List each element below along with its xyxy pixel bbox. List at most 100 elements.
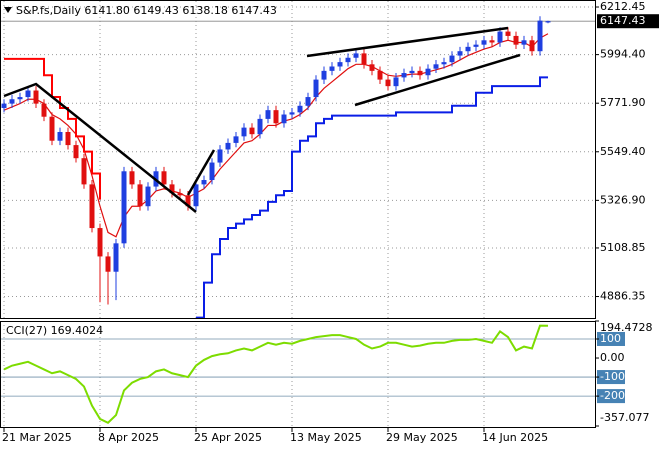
candle-body <box>393 77 399 87</box>
candle-body <box>473 44 479 47</box>
menu-icon <box>4 7 12 13</box>
candle-body <box>521 40 527 45</box>
candle-body <box>433 64 439 69</box>
candle-body <box>89 184 95 229</box>
candle-body <box>353 53 359 58</box>
main-frame <box>0 0 596 319</box>
candle-body <box>241 127 247 137</box>
candle-body <box>529 40 535 52</box>
candle-body <box>81 158 87 185</box>
candle-body <box>17 97 23 100</box>
x-tick-label: 29 May 2025 <box>386 431 458 444</box>
trend-line <box>306 26 509 58</box>
candle-body <box>73 145 79 159</box>
y-tick-label: 4886.35 <box>600 290 646 303</box>
trend-lines <box>3 26 521 213</box>
indicator-line <box>3 324 549 424</box>
candle-body <box>201 180 207 185</box>
x-tick-label: 21 Mar 2025 <box>2 431 72 444</box>
candle-body <box>425 68 431 76</box>
candle-body <box>361 53 367 65</box>
plot-layer <box>0 1 595 426</box>
candle-body <box>449 55 455 63</box>
y-tick-label: 5108.85 <box>600 241 646 254</box>
candle-body <box>49 116 55 141</box>
candle-body <box>369 64 375 71</box>
candle-body <box>33 90 39 104</box>
trend-line <box>3 82 197 213</box>
candle-body <box>57 131 63 141</box>
x-tick-label: 8 Apr 2025 <box>98 431 159 444</box>
candle-body <box>25 90 31 98</box>
level-tag <box>597 370 625 385</box>
candle-body <box>465 46 471 52</box>
candle-body <box>233 136 239 143</box>
candle-body <box>129 171 135 185</box>
header: S&P.fs,Daily 6141.80 6149.43 6138.18 614… <box>16 4 277 17</box>
y-tick-label: 0.00 <box>600 351 625 364</box>
candle-body <box>257 118 263 135</box>
candle-body <box>409 70 415 74</box>
candle-body <box>177 193 183 196</box>
y-tick-label: 194.4728 <box>600 321 653 334</box>
candle-body <box>545 21 551 23</box>
y-tick-label: 5326.90 <box>600 193 646 206</box>
y-tick-label: 5549.40 <box>600 145 646 158</box>
candle-body <box>385 79 391 87</box>
y-tick-label: 100 <box>600 332 621 345</box>
indicator-frame <box>0 321 596 428</box>
candle-body <box>481 40 487 45</box>
y-tick-label: 5771.90 <box>600 96 646 109</box>
candle-body <box>273 110 279 124</box>
level-tag <box>597 389 625 404</box>
candle-body <box>489 40 495 43</box>
candle-body <box>97 228 103 257</box>
candle-body <box>313 79 319 98</box>
candle-body <box>513 35 519 45</box>
level-tag <box>597 331 625 346</box>
candle-body <box>225 142 231 150</box>
candle-body <box>497 31 503 43</box>
trend-line <box>354 53 521 107</box>
candle-body <box>345 57 351 63</box>
y-tick-label: -200 <box>600 389 625 402</box>
price-tag <box>597 14 659 29</box>
candle-body <box>457 51 463 56</box>
price-tag-label: 6147.43 <box>600 14 646 27</box>
candle-body <box>289 112 295 115</box>
candle-body <box>209 162 215 181</box>
x-tick-label: 25 Apr 2025 <box>194 431 262 444</box>
indicator-label: CCI(27) 169.4024 <box>6 324 103 337</box>
candle-body <box>137 184 143 207</box>
candle-body <box>337 62 343 67</box>
x-tick-label: 14 Jun 2025 <box>482 431 548 444</box>
y-tick-label: 6212.45 <box>600 0 646 13</box>
candle-body <box>305 97 311 106</box>
candle-body <box>113 243 119 272</box>
overlay-line <box>4 57 101 200</box>
candle-body <box>121 171 127 244</box>
candle-body <box>169 184 175 194</box>
overlay-line <box>196 76 548 319</box>
candle-body <box>161 171 167 185</box>
candle-body <box>505 31 511 36</box>
candle-body <box>193 184 199 207</box>
candle-body <box>105 256 111 272</box>
candle-body <box>329 66 335 71</box>
y-tick-label: -100 <box>600 370 625 383</box>
candle-body <box>401 73 407 78</box>
y-tick-label: -357.077 <box>600 411 649 424</box>
trend-line <box>186 149 216 196</box>
candle-body <box>65 131 71 146</box>
candle-body <box>321 70 327 80</box>
candle-body <box>185 195 191 207</box>
candle-body <box>417 70 423 76</box>
candle-body <box>1 103 7 108</box>
candle-body <box>441 62 447 65</box>
candle-body <box>377 70 383 80</box>
y-tick-label: 5994.40 <box>600 48 646 61</box>
candle-body <box>217 149 223 163</box>
candle-body <box>249 127 255 135</box>
